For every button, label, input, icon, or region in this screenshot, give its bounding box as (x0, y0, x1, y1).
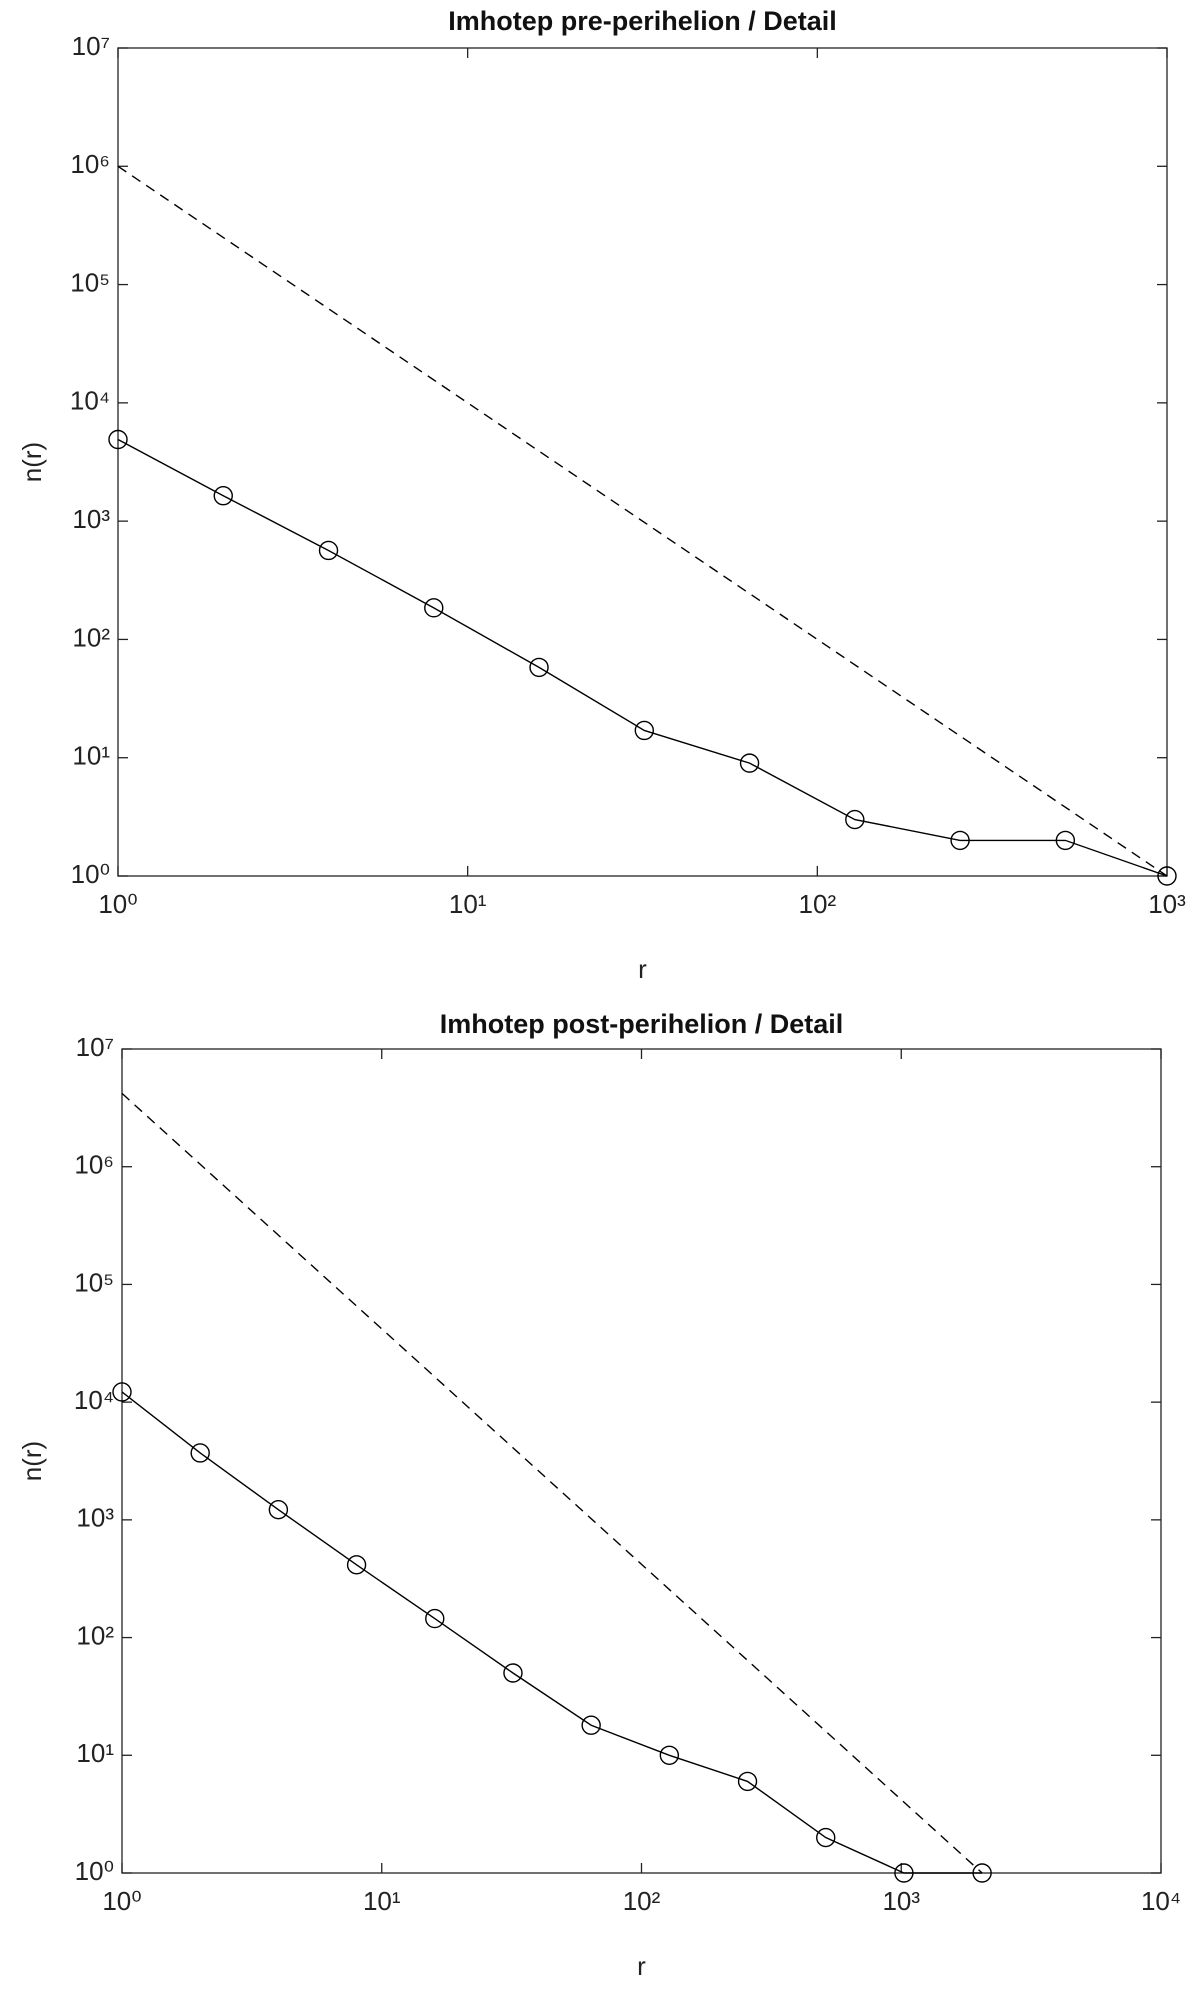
point (737, 1771, 758, 1792)
x-tick-label: 10³ (882, 1886, 920, 1916)
y-tick-label: 10⁷ (76, 1032, 114, 1062)
point (1157, 866, 1177, 886)
x-tick-label: 10³ (1148, 889, 1186, 919)
x-axis-label: r (638, 954, 647, 984)
y-tick-label: 10⁵ (74, 1267, 114, 1297)
chart-title: Imhotep pre-perihelion / Detail (448, 6, 837, 36)
series-line (121, 1391, 983, 1874)
x-axis-label: r (637, 1951, 646, 1981)
y-tick-label: 10³ (76, 1503, 114, 1533)
y-axis-label: n(r) (17, 442, 47, 482)
plot-frame (121, 1048, 1162, 1874)
point (950, 830, 970, 851)
y-tick-label: 10³ (72, 504, 110, 534)
point (503, 1663, 523, 1683)
point (425, 1608, 445, 1629)
x-tick-label: 10⁰ (102, 1886, 141, 1916)
y-tick-label: 10⁴ (70, 386, 110, 416)
y-tick-label: 10¹ (76, 1738, 114, 1768)
point (581, 1715, 601, 1735)
x-tick-label: 10⁴ (1141, 1886, 1181, 1916)
point (816, 1827, 836, 1848)
plot-frame (117, 47, 1168, 877)
y-tick-label: 10¹ (72, 741, 110, 771)
y-tick-label: 10² (72, 622, 110, 652)
point (268, 1499, 289, 1520)
y-tick-label: 10⁶ (70, 149, 110, 179)
y-tick-label: 10⁷ (72, 31, 110, 61)
series-line (117, 165, 1168, 877)
point (634, 720, 655, 741)
point (112, 1382, 132, 1402)
y-tick-label: 10⁵ (70, 267, 110, 297)
y-tick-label: 10⁰ (75, 1856, 114, 1886)
chart-title: Imhotep post-perihelion / Detail (440, 1009, 844, 1039)
point (424, 598, 444, 618)
x-tick-label: 10² (623, 1886, 661, 1916)
series-line (121, 1092, 983, 1874)
point (739, 753, 760, 773)
x-tick-label: 10¹ (363, 1886, 401, 1916)
y-tick-label: 10² (76, 1620, 114, 1650)
point (213, 486, 233, 506)
point (190, 1443, 210, 1463)
point (529, 657, 549, 678)
y-axis-label: n(r) (17, 1441, 47, 1481)
point (108, 429, 128, 450)
y-tick-label: 10⁰ (71, 859, 110, 889)
x-tick-label: 10² (799, 889, 837, 919)
series-line (117, 438, 1168, 877)
point (659, 1745, 680, 1765)
point (318, 540, 339, 561)
y-tick-label: 10⁴ (74, 1385, 114, 1415)
point (346, 1555, 367, 1575)
point (845, 809, 865, 830)
point (972, 1863, 992, 1883)
x-tick-label: 10⁰ (98, 889, 137, 919)
x-tick-label: 10¹ (449, 889, 487, 919)
y-tick-label: 10⁶ (74, 1150, 114, 1180)
point (894, 1863, 914, 1883)
point (1055, 830, 1076, 851)
